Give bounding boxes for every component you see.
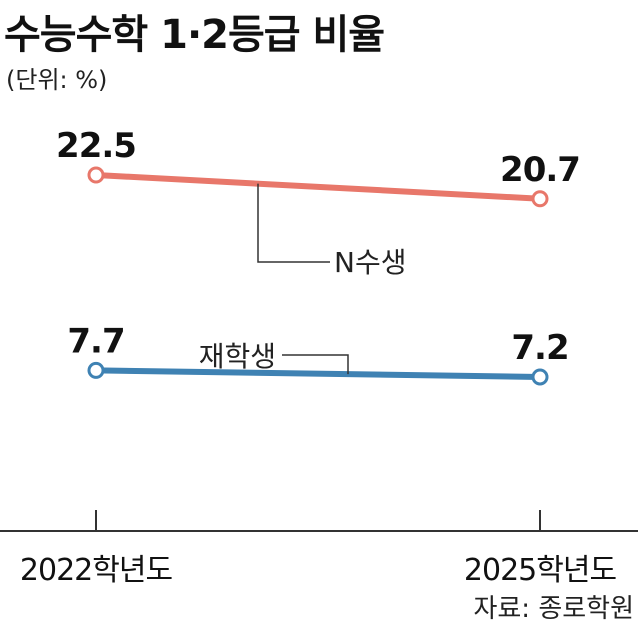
unit-label: (단위: %) bbox=[6, 66, 108, 94]
series-leader-n bbox=[257, 183, 330, 263]
data-point-n-2025 bbox=[531, 190, 549, 208]
data-point-n-2022 bbox=[87, 166, 105, 184]
data-point-jae-2022 bbox=[87, 361, 105, 379]
series-label-n: N수생 bbox=[334, 246, 406, 279]
x-tick-label-2025: 2025학년도 bbox=[464, 553, 617, 588]
series-line-jae bbox=[93, 367, 543, 380]
data-label-n-2025: 20.7 bbox=[500, 150, 580, 190]
data-point-jae-2025 bbox=[531, 368, 549, 386]
data-label-n-2022: 22.5 bbox=[56, 126, 136, 166]
series-label-jae: 재학생 bbox=[199, 340, 276, 373]
x-tick-label-2022: 2022학년도 bbox=[20, 553, 173, 588]
series-line-n bbox=[93, 172, 543, 202]
data-label-jae-2025: 7.2 bbox=[511, 328, 568, 368]
data-label-jae-2022: 7.7 bbox=[67, 321, 124, 361]
series-leader-jae bbox=[282, 354, 349, 375]
chart-title: 수능수학 1·2등급 비율 bbox=[4, 12, 385, 58]
source-label: 자료: 종로학원 bbox=[473, 594, 634, 624]
